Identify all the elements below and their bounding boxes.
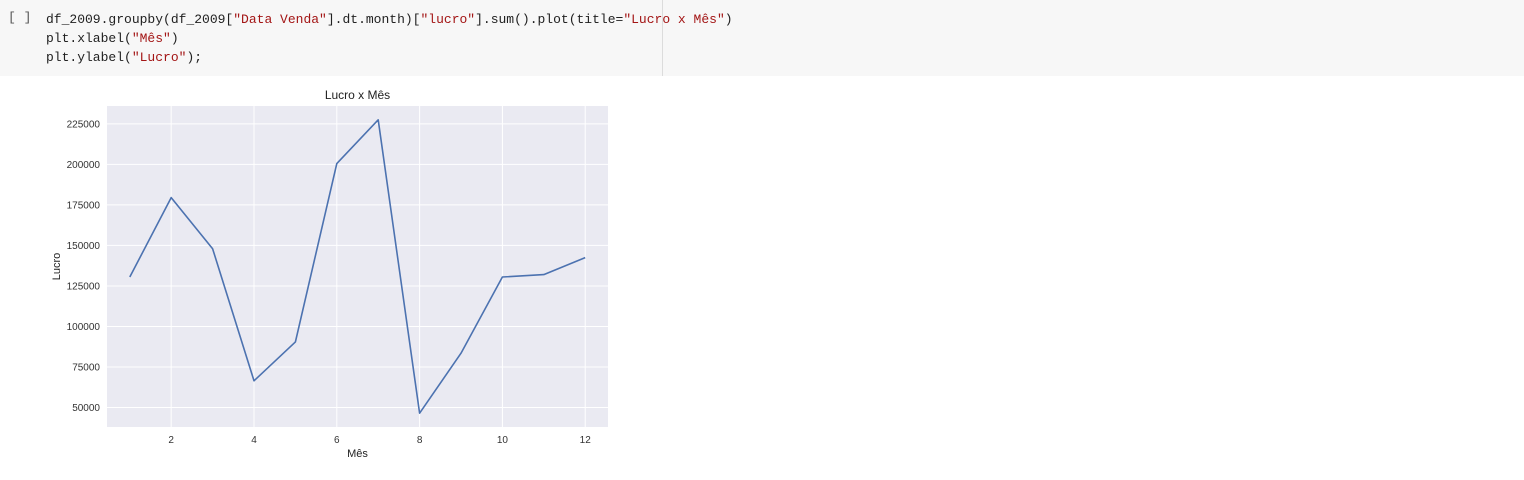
code-token: ) <box>724 12 733 27</box>
y-tick-label: 150000 <box>67 241 101 252</box>
x-axis-label: Mês <box>347 448 368 460</box>
series-line <box>129 118 586 415</box>
code-editor[interactable]: df_2009.groupby(df_2009["Data Venda"].dt… <box>46 10 733 67</box>
string-literal: "Mês" <box>131 31 171 46</box>
code-token: ].sum().plot(title= <box>475 12 624 27</box>
series-lines <box>129 118 586 415</box>
string-literal: "Lucro x Mês" <box>623 12 725 27</box>
code-token: df_2009.groupby(df_2009[ <box>46 12 234 27</box>
chart-title: Lucro x Mês <box>325 88 390 102</box>
string-literal: "Lucro" <box>131 50 187 65</box>
code-line: plt.ylabel("Lucro"); <box>46 48 733 67</box>
code-token: plt.ylabel( <box>46 50 132 65</box>
x-tick-label: 4 <box>251 435 257 446</box>
y-tick-label: 175000 <box>67 200 101 211</box>
tick-labels: 2 4 6 8 10 12 50000 75000 100000 125000 150000 1750… <box>67 119 592 446</box>
grid <box>107 106 608 427</box>
line-chart: 2 4 6 8 10 12 50000 75000 100000 125000 150000 1750… <box>51 88 608 460</box>
cell-output: 2 4 6 8 10 12 50000 75000 100000 125000 150000 1750… <box>0 76 1524 475</box>
code-token: ); <box>186 50 203 65</box>
run-cell-button[interactable]: [ ] <box>8 10 32 25</box>
x-tick-label: 2 <box>168 435 174 446</box>
plot-area <box>107 106 608 427</box>
y-tick-label: 100000 <box>67 322 101 333</box>
code-cell[interactable]: [ ] df_2009.groupby(df_2009["Data Venda"… <box>0 0 1524 76</box>
y-tick-label: 75000 <box>72 363 100 374</box>
x-tick-label: 6 <box>334 435 340 446</box>
y-axis-label: Lucro <box>51 253 63 281</box>
string-literal: "lucro" <box>420 12 476 27</box>
x-tick-label: 10 <box>497 435 509 446</box>
y-tick-label: 50000 <box>72 403 100 414</box>
string-literal: "Data Venda" <box>233 12 327 27</box>
y-tick-label: 200000 <box>67 160 101 171</box>
y-tick-label: 125000 <box>67 281 101 292</box>
code-token: plt.xlabel( <box>46 31 132 46</box>
y-tick-label: 225000 <box>67 119 101 130</box>
code-line: plt.xlabel("Mês") <box>46 29 733 48</box>
x-tick-label: 8 <box>417 435 423 446</box>
x-tick-label: 12 <box>580 435 592 446</box>
code-line: df_2009.groupby(df_2009["Data Venda"].dt… <box>46 10 733 29</box>
text-cursor <box>662 0 663 76</box>
code-token: ].dt.month)[ <box>326 12 421 27</box>
code-token: ) <box>170 31 179 46</box>
